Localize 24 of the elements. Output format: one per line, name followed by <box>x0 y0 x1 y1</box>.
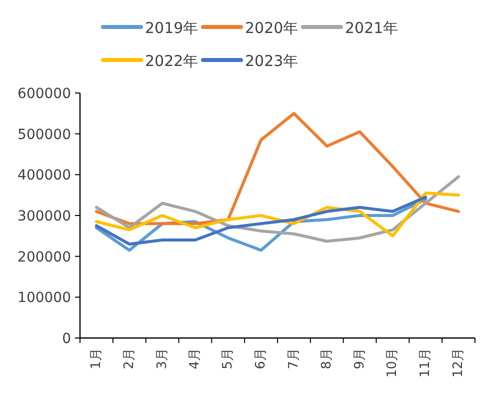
x-tick-label: 9月 <box>352 348 368 370</box>
x-tick-label: 7月 <box>286 348 302 370</box>
x-tick-label: 10月 <box>385 348 400 378</box>
y-tick-label: 100000 <box>18 290 71 306</box>
x-tick-label: 2月 <box>122 348 137 370</box>
x-tick-label: 11月 <box>418 348 434 378</box>
x-tick-label: 6月 <box>254 348 269 370</box>
x-tick-label: 1月 <box>88 348 104 370</box>
legend-label: 2020年 <box>245 19 298 37</box>
x-tick-label: 4月 <box>188 348 203 370</box>
y-tick-label: 400000 <box>18 168 71 184</box>
y-tick-label: 200000 <box>18 249 71 266</box>
y-tick-label: 500000 <box>18 126 71 143</box>
legend-label: 2022年 <box>145 52 198 70</box>
legend-label: 2019年 <box>145 19 198 37</box>
x-tick-label: 3月 <box>154 348 170 370</box>
y-tick-label: 0 <box>62 331 71 347</box>
legend-label: 2023年 <box>245 52 298 70</box>
y-tick-label: 600000 <box>18 86 71 102</box>
legend-label: 2021年 <box>345 19 398 37</box>
y-tick-label: 300000 <box>18 208 71 224</box>
x-tick-label: 5月 <box>220 348 236 370</box>
x-tick-label: 8月 <box>319 348 334 370</box>
x-tick-label: 12月 <box>451 348 466 378</box>
